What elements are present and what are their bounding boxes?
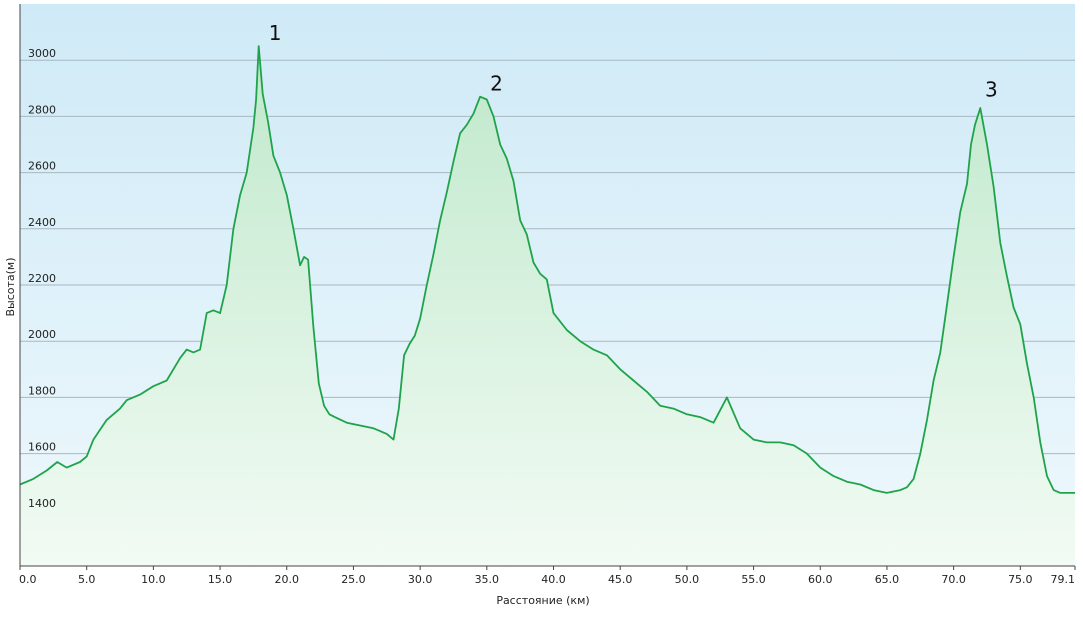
x-tick-label: 65.0 <box>875 573 900 586</box>
y-tick-label: 2800 <box>28 103 56 116</box>
x-tick-label: 79.1 <box>1051 573 1076 586</box>
peak-label-1: 1 <box>269 21 282 45</box>
y-tick-label: 2200 <box>28 272 56 285</box>
x-axis-label: Расстояние (км) <box>496 594 589 607</box>
peak-labels: 1 2 3 <box>269 21 998 101</box>
y-tick-label: 1600 <box>28 441 56 454</box>
x-tick-label: 20.0 <box>275 573 300 586</box>
y-tick-label: 1800 <box>28 384 56 397</box>
x-tick-label: 45.0 <box>608 573 633 586</box>
peak-label-2: 2 <box>490 72 503 96</box>
y-axis-label: Высота(м) <box>4 257 17 316</box>
y-tick-label: 3000 <box>28 47 56 60</box>
elevation-line <box>19 45 1075 494</box>
x-tick-label: 5.0 <box>78 573 96 586</box>
y-tick-label: 2000 <box>28 328 56 341</box>
x-tick-label: 25.0 <box>341 573 366 586</box>
x-tick-label: 70.0 <box>941 573 966 586</box>
x-tick-label: 75.0 <box>1008 573 1033 586</box>
x-tick-label: 55.0 <box>741 573 766 586</box>
x-tick-labels: 0.0 5.0 10.0 15.0 20.0 25.0 30.0 35.0 40.0 45.0 50… <box>19 566 1076 586</box>
elevation-area <box>20 46 1075 567</box>
x-tick-label: 15.0 <box>208 573 233 586</box>
y-tick-label: 1400 <box>28 497 56 510</box>
x-tick-label: 50.0 <box>675 573 700 586</box>
x-tick-label: 0.0 <box>19 573 37 586</box>
x-tick-label: 10.0 <box>141 573 166 586</box>
x-tick-label: 35.0 <box>475 573 500 586</box>
y-tick-labels: 1400 1600 1800 2000 2200 2400 2600 2800 3000 <box>28 47 56 510</box>
peak-label-3: 3 <box>985 77 998 101</box>
x-tick-label: 40.0 <box>541 573 566 586</box>
y-tick-label: 2600 <box>28 160 56 173</box>
y-tick-label: 2400 <box>28 216 56 229</box>
x-tick-label: 30.0 <box>408 573 433 586</box>
x-tick-label: 60.0 <box>808 573 833 586</box>
